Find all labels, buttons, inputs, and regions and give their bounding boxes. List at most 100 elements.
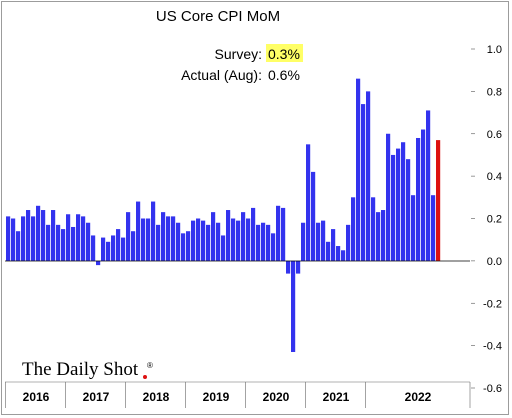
bar bbox=[101, 237, 106, 261]
bar bbox=[361, 104, 366, 261]
bar bbox=[161, 212, 166, 261]
survey-label: Survey: bbox=[215, 46, 262, 62]
bar bbox=[256, 224, 261, 261]
bar bbox=[56, 224, 61, 261]
bar bbox=[346, 224, 351, 261]
bar bbox=[406, 159, 411, 261]
bar bbox=[251, 207, 256, 261]
bar bbox=[151, 201, 156, 261]
bar bbox=[76, 214, 81, 261]
y-tick-label: 0.0 bbox=[487, 256, 502, 268]
bar bbox=[21, 216, 26, 261]
x-tick-label: 2018 bbox=[143, 390, 170, 404]
x-tick-label: 2016 bbox=[23, 390, 50, 404]
bar bbox=[36, 205, 41, 261]
bar bbox=[156, 224, 161, 261]
bar bbox=[311, 171, 316, 261]
bar bbox=[321, 220, 326, 261]
bar bbox=[296, 260, 301, 274]
bar bbox=[166, 216, 171, 261]
bar bbox=[61, 229, 66, 261]
bar bbox=[66, 214, 71, 261]
survey-annotation: Survey: 0.3% Actual (Aug): 0.6% bbox=[181, 44, 303, 83]
bar bbox=[186, 231, 191, 261]
bar bbox=[226, 210, 231, 261]
bar bbox=[176, 222, 181, 261]
bar bbox=[376, 212, 381, 261]
bar bbox=[241, 212, 246, 261]
bar bbox=[426, 110, 431, 261]
bar bbox=[381, 210, 386, 261]
survey-value: 0.3% bbox=[268, 46, 300, 62]
bar bbox=[96, 260, 101, 266]
bar bbox=[136, 201, 141, 261]
bar bbox=[46, 224, 51, 261]
bar bbox=[116, 229, 121, 261]
bar-latest bbox=[436, 140, 441, 261]
bar bbox=[201, 220, 206, 261]
actual-label: Actual (Aug): bbox=[181, 67, 262, 83]
bar bbox=[11, 218, 16, 261]
bar bbox=[356, 78, 361, 261]
bar bbox=[106, 241, 111, 261]
bar bbox=[6, 216, 11, 261]
bar bbox=[336, 246, 341, 261]
bar bbox=[91, 235, 96, 261]
bar bbox=[51, 210, 56, 261]
logo-red-dot bbox=[143, 375, 147, 379]
source-label: The Daily Shot bbox=[22, 359, 139, 380]
bar bbox=[211, 212, 216, 261]
bar bbox=[351, 197, 356, 261]
bar bbox=[431, 195, 436, 261]
bar bbox=[386, 133, 391, 261]
bar bbox=[146, 218, 151, 261]
bar bbox=[86, 222, 91, 261]
x-tick-label: 2017 bbox=[83, 390, 110, 404]
bar-series bbox=[6, 78, 441, 352]
bar bbox=[141, 218, 146, 261]
bar bbox=[271, 233, 276, 261]
bar bbox=[26, 210, 31, 261]
bar bbox=[111, 235, 116, 261]
y-axis: 1.0 0.8 0.6 0.4 0.2 0.0 -0.2 -0.4 -0.6 bbox=[471, 44, 502, 395]
bar bbox=[316, 222, 321, 261]
survey-highlight bbox=[266, 44, 303, 62]
bar bbox=[41, 210, 46, 261]
x-tick-label: 2021 bbox=[323, 390, 350, 404]
x-tick-label: 2020 bbox=[263, 390, 290, 404]
y-tick-label: -0.6 bbox=[483, 383, 502, 395]
bar bbox=[266, 224, 271, 261]
bar bbox=[206, 224, 211, 261]
bar bbox=[181, 233, 186, 261]
bar bbox=[301, 222, 306, 261]
bar bbox=[81, 216, 86, 261]
y-tick-label: -0.4 bbox=[483, 341, 502, 353]
bar bbox=[126, 212, 131, 261]
bar bbox=[276, 205, 281, 261]
bar bbox=[16, 231, 21, 261]
bar bbox=[71, 226, 76, 261]
bar bbox=[31, 216, 36, 261]
bar bbox=[281, 207, 286, 261]
y-tick-label: 1.0 bbox=[487, 44, 502, 56]
x-tick-label: 2019 bbox=[203, 390, 230, 404]
bar bbox=[131, 231, 136, 261]
bar bbox=[171, 216, 176, 261]
bar bbox=[216, 222, 221, 261]
bar bbox=[231, 218, 236, 261]
y-tick-label: 0.2 bbox=[487, 214, 502, 226]
bar bbox=[291, 260, 296, 352]
y-tick-label: 0.6 bbox=[487, 129, 502, 141]
y-tick-label: 0.8 bbox=[487, 86, 502, 98]
daily-shot-logo: The Daily Shot ® bbox=[22, 359, 153, 380]
bar bbox=[391, 154, 396, 261]
bar bbox=[366, 91, 371, 261]
bar bbox=[326, 241, 331, 261]
bar bbox=[261, 222, 266, 261]
bar bbox=[121, 237, 126, 261]
bar bbox=[236, 220, 241, 261]
bar bbox=[411, 195, 416, 261]
bar bbox=[401, 142, 406, 261]
bar bbox=[306, 144, 311, 261]
